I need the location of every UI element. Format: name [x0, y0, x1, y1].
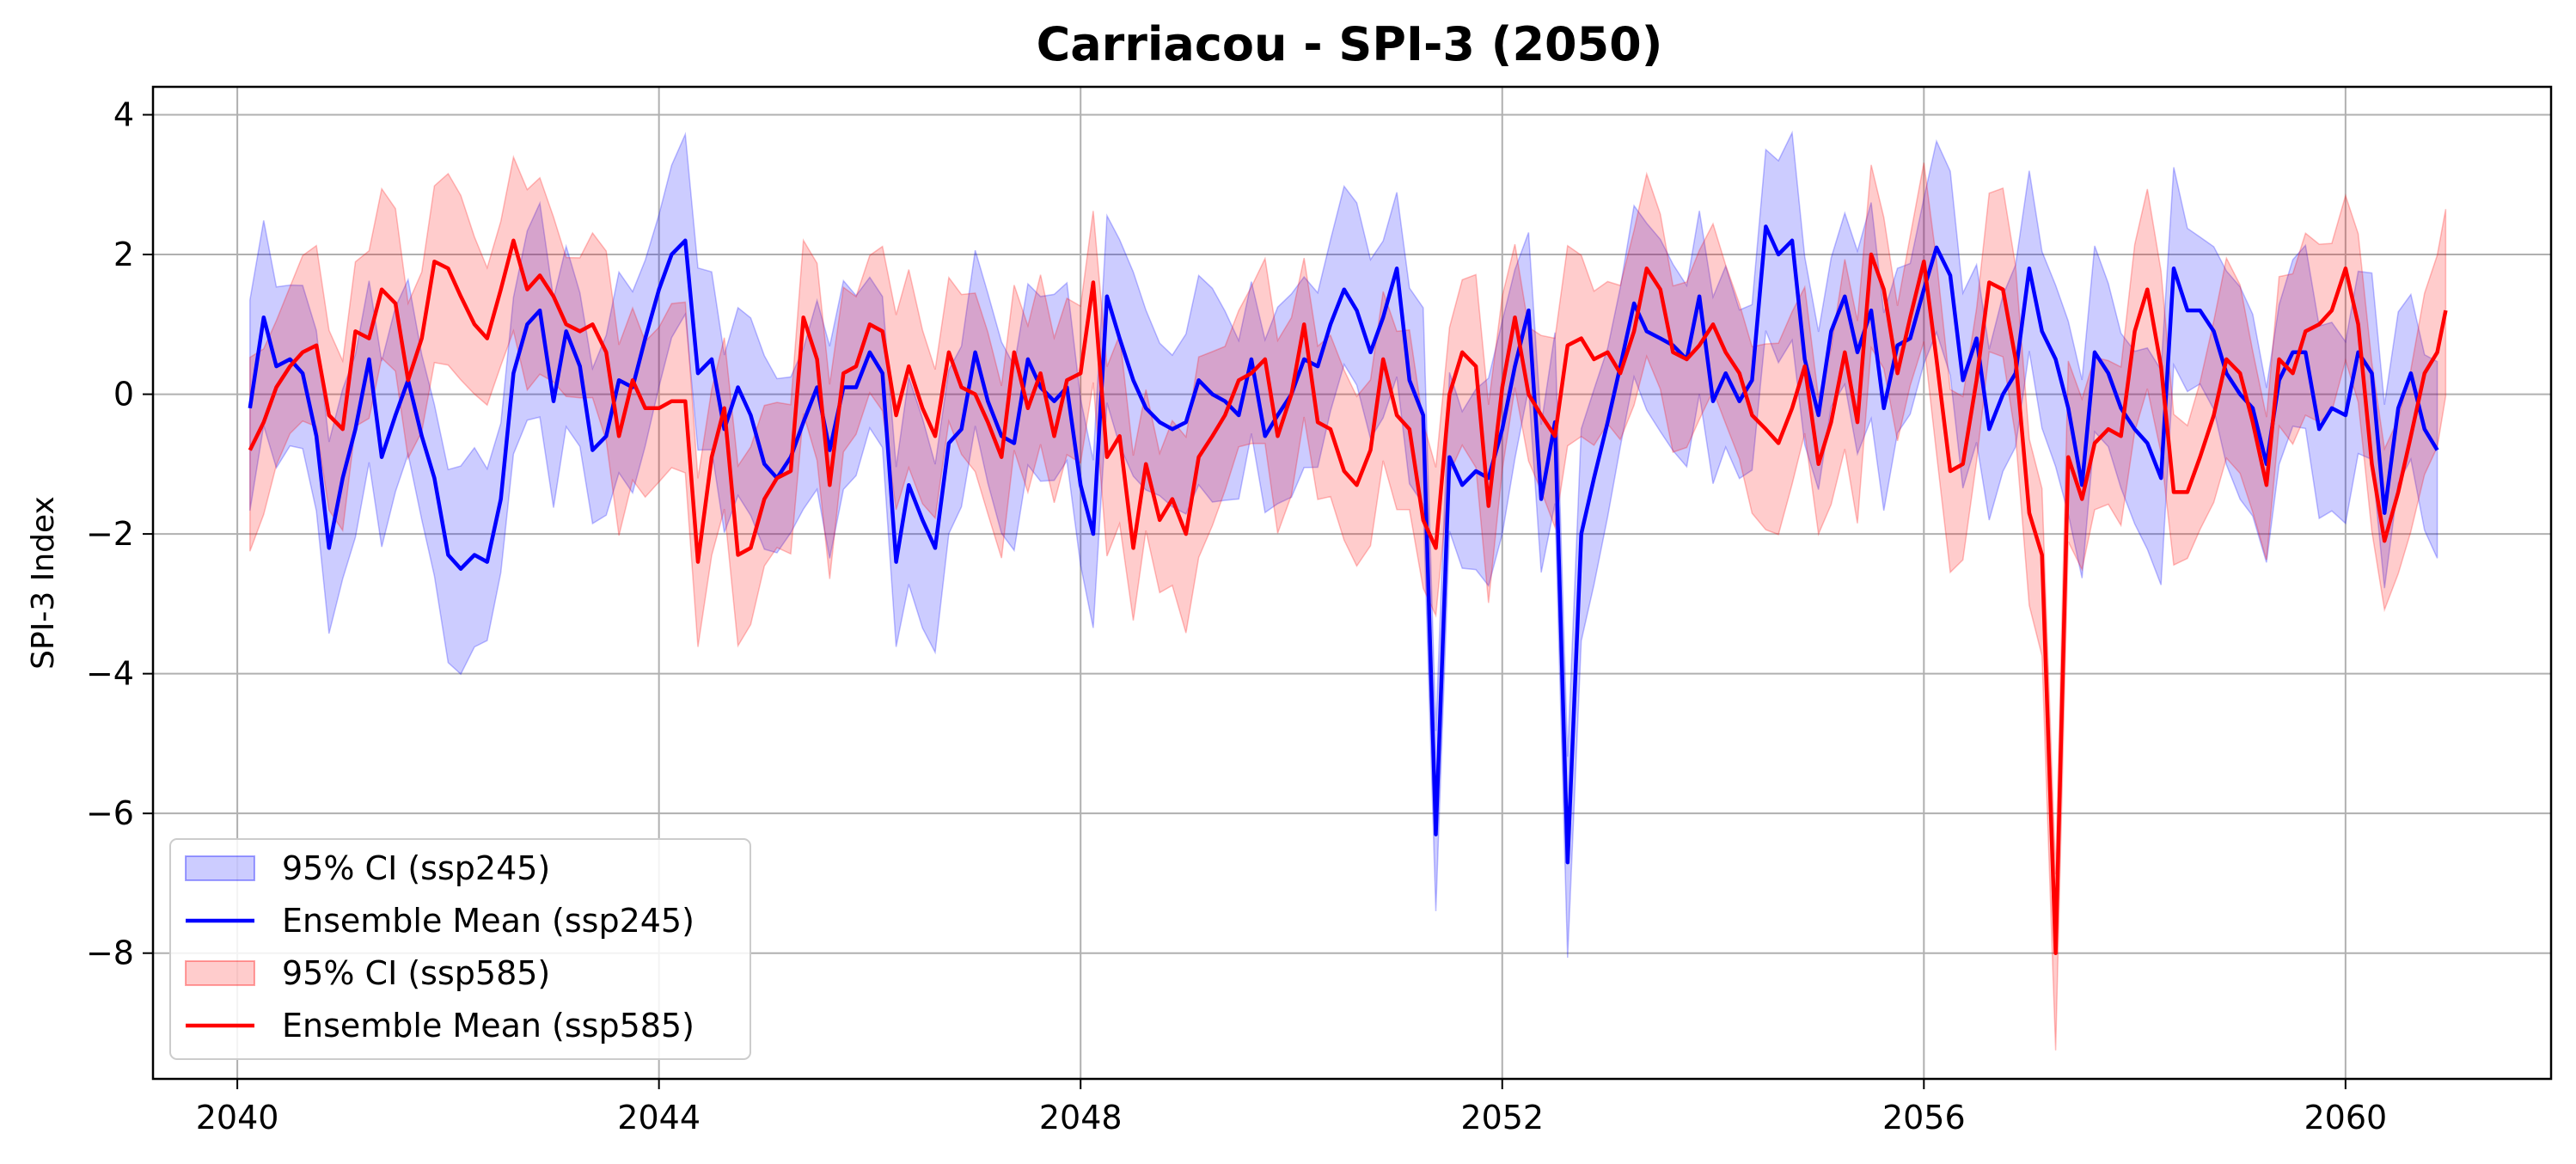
- mean-line-ssp585: [248, 238, 2448, 955]
- axis-ticks: 2040 2044 2048 2052 2056 2060 4 2 0 −2 −4 −6 −8: [86, 96, 2387, 1136]
- legend-label: 95% CI (ssp585): [282, 954, 550, 992]
- legend: 95% CI (ssp245) Ensemble Mean (ssp245) 95%…: [169, 838, 751, 1060]
- x-tick-label: 2044: [617, 1099, 701, 1136]
- legend-label: Ensemble Mean (ssp585): [282, 1007, 694, 1045]
- y-tick-label: −4: [86, 655, 134, 693]
- legend-label: 95% CI (ssp245): [282, 849, 550, 887]
- y-axis-label: SPI-3 Index: [26, 496, 61, 670]
- x-tick-label: 2048: [1039, 1099, 1123, 1136]
- y-tick-label: 0: [113, 376, 134, 414]
- legend-box: [169, 838, 751, 1060]
- mean-lines: [248, 224, 2448, 955]
- legend-swatch-band: [185, 960, 255, 986]
- y-tick-label: 4: [113, 96, 134, 134]
- y-tick-label: −6: [86, 794, 134, 832]
- chart-title: Carriacou - SPI-3 (2050): [1037, 17, 1663, 71]
- y-tick-label: −2: [86, 515, 134, 553]
- legend-swatch-band: [185, 855, 255, 881]
- y-tick-label: −8: [86, 934, 134, 972]
- legend-label: Ensemble Mean (ssp245): [282, 902, 694, 940]
- plot-frame: [151, 85, 2553, 1081]
- x-tick-label: 2052: [1460, 1099, 1544, 1136]
- x-tick-label: 2060: [2304, 1099, 2387, 1136]
- x-tick-label: 2040: [196, 1099, 279, 1136]
- y-tick-label: 2: [113, 236, 134, 273]
- x-tick-label: 2056: [1882, 1099, 1966, 1136]
